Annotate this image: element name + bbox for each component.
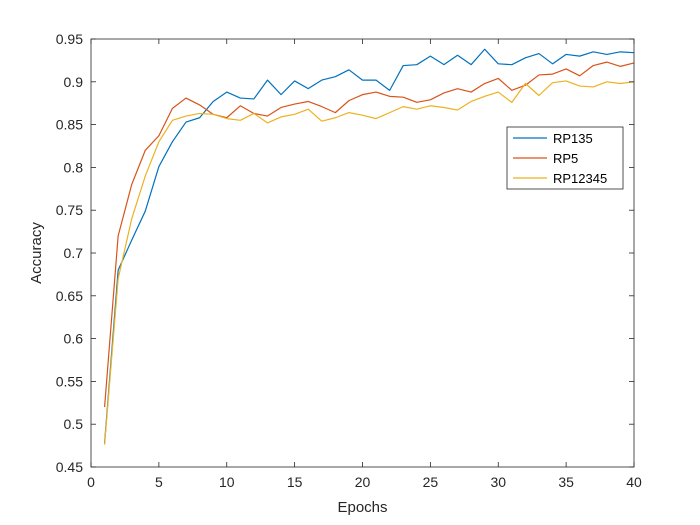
x-tick-label: 15 — [287, 474, 303, 490]
y-tick-label: 0.65 — [56, 288, 83, 304]
x-tick-label: 20 — [355, 474, 371, 490]
series-line-rp12345 — [103, 80, 635, 445]
plot-area — [91, 39, 634, 467]
y-tick-label: 0.85 — [56, 117, 83, 133]
x-tick-label: 0 — [87, 474, 95, 490]
y-tick-label: 0.45 — [56, 459, 83, 475]
y-tick-label: 0.6 — [64, 331, 84, 347]
y-tick-label: 0.9 — [64, 74, 84, 90]
x-tick-label: 30 — [490, 474, 506, 490]
y-tick-label: 0.8 — [64, 159, 84, 175]
series-line-rp135 — [103, 48, 635, 444]
x-tick-label: 35 — [558, 474, 574, 490]
x-tick-label: 25 — [423, 474, 439, 490]
x-tick-label: 5 — [155, 474, 163, 490]
x-axis-label: Epochs — [337, 499, 387, 516]
y-axis-label: Accuracy — [28, 222, 45, 284]
y-tick-label: 0.95 — [56, 31, 83, 47]
legend-label-rp5: RP5 — [553, 151, 578, 166]
axes: 0 5 10 15 20 25 30 35 40 0.45 0.5 0.55 0.6 0.65 0.7 0.7… — [56, 31, 642, 490]
y-tick-label: 0.55 — [56, 373, 83, 389]
x-tick-label: 40 — [626, 474, 642, 490]
legend-label-rp12345: RP12345 — [553, 171, 607, 186]
series-line-rp5 — [103, 61, 635, 408]
y-tick-label: 0.5 — [64, 416, 84, 432]
legend: RP135 RP5 RP12345 — [506, 126, 624, 190]
x-tick-label: 10 — [219, 474, 235, 490]
y-tick-label: 0.7 — [64, 245, 84, 261]
series-layer — [103, 48, 635, 445]
legend-label-rp135: RP135 — [553, 131, 593, 146]
y-tick-label: 0.75 — [56, 202, 83, 218]
